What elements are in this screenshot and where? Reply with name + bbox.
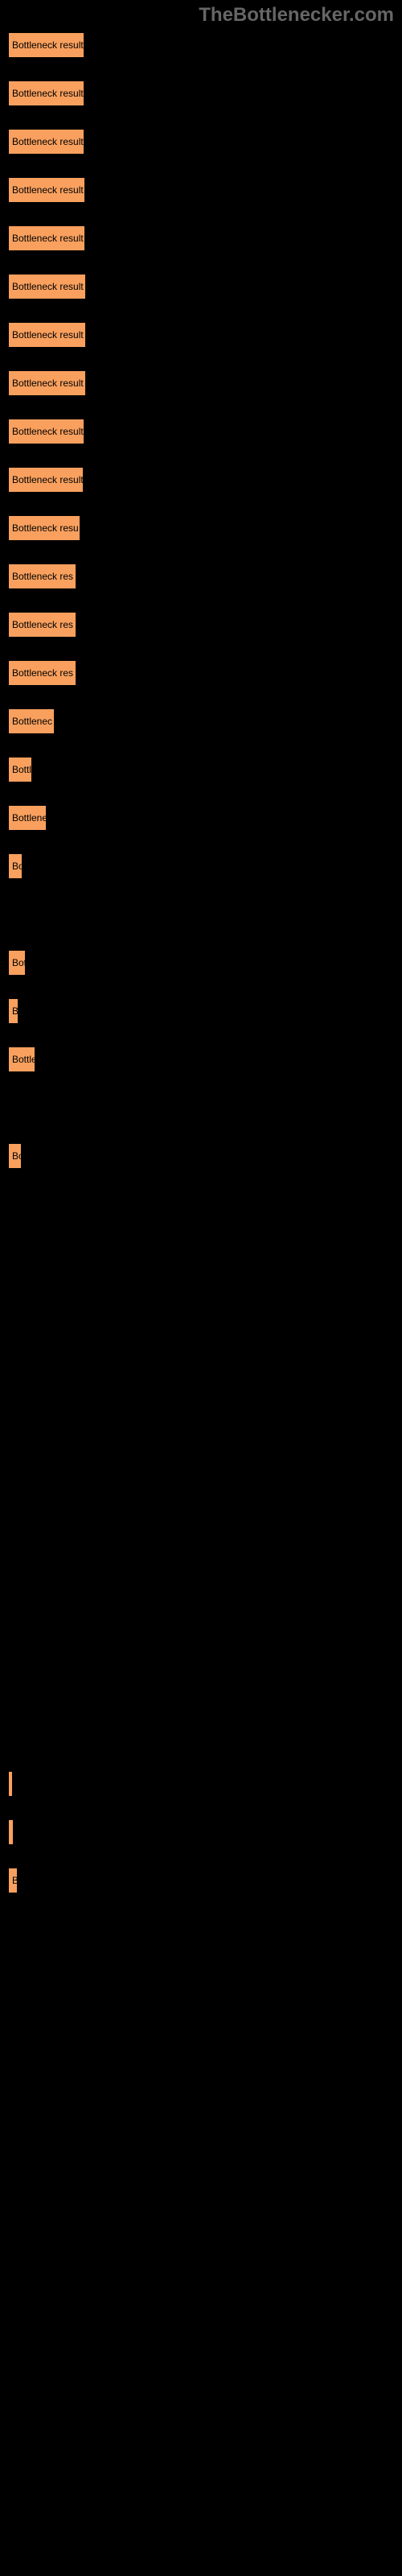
bar-row: Bo [8,853,394,879]
bar-row [8,1819,394,1845]
bar: Bottleneck result [8,32,84,58]
bar: Bottle [8,1046,35,1072]
bar: Bottl [8,757,32,782]
bar-row: Bottleneck result [8,80,394,106]
bar: Bottleneck result [8,322,86,348]
bar-row [8,1964,394,1990]
bar-row [8,1530,394,1555]
bar-row [8,1578,394,1604]
bar: Bottleneck result [8,225,85,251]
bar: Bottleneck result [8,370,86,396]
bar-row: Bottleneck result [8,322,394,348]
bar: Bottleneck result [8,129,84,155]
bar-row: Bottleneck result [8,419,394,444]
bar-row: Bottleneck result [8,274,394,299]
bar: Bottleneck resu [8,515,80,541]
bar-row: Bottleneck res [8,660,394,686]
bar-row [8,1674,394,1700]
bar-row: Bottleneck result [8,32,394,58]
bar: Bottleneck res [8,612,76,638]
bar: Bot [8,950,26,976]
bar: Bo [8,853,23,879]
bar-row: Bottleneck result [8,467,394,493]
bar-row [8,1095,394,1121]
bar: Bottleneck result [8,467,84,493]
bar-row: Bottle [8,1046,394,1072]
bar: Bottleneck result [8,274,86,299]
bar-row: Bo [8,1143,394,1169]
bar: Bottleneck result [8,80,84,106]
bar-row [8,1336,394,1362]
bar-row [8,1240,394,1265]
bar: Bottlenec [8,708,55,734]
bar-row [8,1191,394,1217]
bar: Bottleneck result [8,177,85,203]
bar-row [8,1481,394,1507]
bar: Bo [8,1143,22,1169]
bar-row: B [8,1868,394,1893]
bar: Bottleneck result [8,419,84,444]
bar-row: Bottlene [8,805,394,831]
bar [8,1771,13,1797]
bar-row: Bottlenec [8,708,394,734]
bar-row [8,1916,394,1942]
bar-row [8,1385,394,1410]
bar-row [8,1433,394,1459]
bar: B [8,998,18,1024]
bar-row: B [8,998,394,1024]
watermark-text: TheBottlenecker.com [199,4,394,27]
bar-row [8,1288,394,1314]
bar-row: Bot [8,950,394,976]
bar-row: Bottl [8,757,394,782]
chart-container: Bottleneck result Bottleneck result Bottle… [0,0,402,2021]
bar-row [8,1723,394,1748]
bar: B [8,1868,18,1893]
bar-row [8,1771,394,1797]
bar-row: Bottleneck result [8,370,394,396]
bar: Bottleneck res [8,660,76,686]
bar-row: Bottleneck result [8,129,394,155]
bar-row: Bottleneck resu [8,515,394,541]
bar-row: Bottleneck res [8,612,394,638]
bar-row [8,1626,394,1652]
bar-row: Bottleneck result [8,177,394,203]
bar [8,1819,14,1845]
bar: Bottlene [8,805,47,831]
bar-row: Bottleneck res [8,564,394,589]
bar: Bottleneck res [8,564,76,589]
bar-row [8,902,394,927]
bar-row: Bottleneck result [8,225,394,251]
